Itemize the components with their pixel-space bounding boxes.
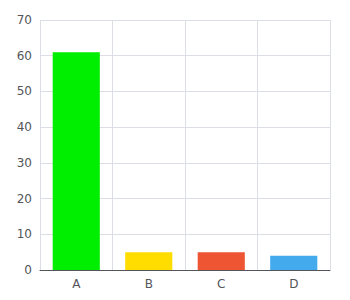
svg-text:D: D	[289, 277, 298, 291]
svg-text:60: 60	[17, 49, 32, 63]
svg-text:C: C	[217, 277, 225, 291]
svg-text:B: B	[145, 277, 153, 291]
svg-text:40: 40	[17, 120, 32, 134]
svg-text:10: 10	[17, 227, 32, 241]
svg-text:A: A	[72, 277, 81, 291]
svg-text:70: 70	[17, 13, 32, 27]
svg-text:50: 50	[17, 84, 32, 98]
svg-text:20: 20	[17, 192, 32, 206]
svg-text:30: 30	[17, 156, 32, 170]
svg-text:0: 0	[24, 263, 32, 277]
